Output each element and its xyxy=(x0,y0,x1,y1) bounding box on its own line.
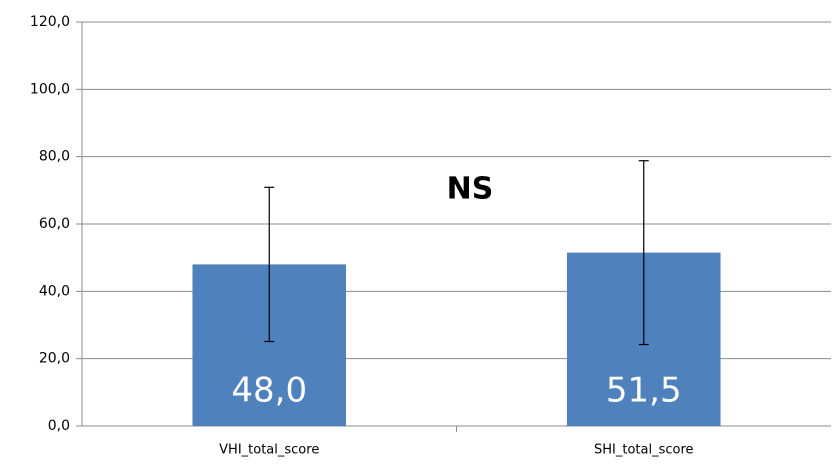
y-tick-label: 40,0 xyxy=(39,283,70,299)
y-tick-label: 0,0 xyxy=(48,418,70,434)
y-tick-label: 80,0 xyxy=(39,149,70,165)
value-label: 51,5 xyxy=(606,371,682,411)
y-tick-label: 100,0 xyxy=(30,81,70,97)
y-tick-label: 20,0 xyxy=(39,351,70,367)
annotation: NS xyxy=(447,172,494,207)
value-label: 48,0 xyxy=(231,371,307,411)
y-tick-label: 60,0 xyxy=(39,216,70,232)
y-tick-label: 120,0 xyxy=(30,14,70,30)
x-tick-label: SHI_total_score xyxy=(594,443,694,458)
x-tick-label: VHI_total_score xyxy=(219,443,319,458)
